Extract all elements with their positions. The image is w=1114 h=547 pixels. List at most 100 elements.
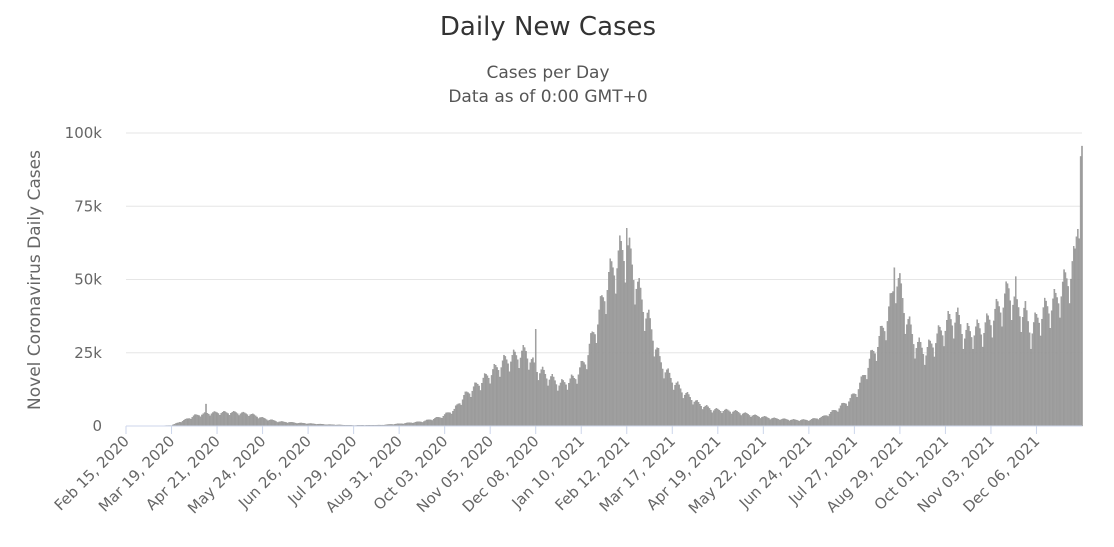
- daily-bar: [227, 413, 229, 427]
- daily-bar: [763, 416, 766, 427]
- daily-bar: [768, 418, 770, 427]
- daily-bar: [1049, 328, 1052, 427]
- daily-bar: [988, 319, 991, 427]
- daily-bar: [608, 272, 610, 427]
- daily-bar: [1038, 322, 1040, 427]
- daily-bar: [223, 411, 225, 427]
- y-axis-labels: 0 25k 50k 75k 100k: [65, 124, 103, 435]
- daily-bar: [638, 278, 640, 427]
- daily-bar: [643, 330, 646, 427]
- daily-bar: [1004, 293, 1006, 427]
- daily-bar: [987, 315, 989, 427]
- daily-bar: [423, 421, 425, 427]
- daily-bar: [234, 411, 236, 427]
- daily-bar: [739, 413, 741, 427]
- daily-bar: [474, 382, 476, 427]
- daily-bar: [970, 337, 973, 427]
- daily-bar: [479, 390, 482, 427]
- daily-bar: [784, 418, 787, 427]
- daily-bar: [717, 408, 719, 427]
- daily-bar: [271, 419, 273, 427]
- daily-bar: [492, 369, 494, 427]
- daily-bar: [707, 406, 709, 427]
- daily-bar: [780, 419, 783, 427]
- daily-bar: [792, 419, 795, 427]
- x-axis-ticks: [125, 426, 1037, 434]
- daily-bar: [964, 338, 966, 427]
- daily-bar: [1045, 300, 1047, 427]
- daily-bar: [195, 414, 198, 427]
- y-tick-label: 0: [92, 417, 102, 435]
- daily-bar: [914, 358, 916, 427]
- daily-bar: [975, 326, 977, 427]
- daily-bar: [1013, 296, 1016, 427]
- daily-bar: [263, 417, 265, 427]
- daily-bar: [1067, 286, 1069, 427]
- daily-bar: [1077, 229, 1079, 427]
- daily-bar: [213, 411, 216, 427]
- daily-bar: [955, 312, 958, 427]
- daily-bar: [1012, 304, 1014, 427]
- daily-bar: [769, 419, 771, 427]
- daily-bar: [910, 324, 912, 427]
- daily-bar: [559, 382, 562, 427]
- daily-bar: [696, 400, 698, 427]
- daily-bar: [613, 275, 616, 427]
- daily-bar: [230, 413, 232, 427]
- daily-bar: [704, 405, 707, 427]
- daily-bar: [183, 420, 185, 427]
- daily-bar: [744, 412, 747, 427]
- daily-bar: [1063, 269, 1065, 427]
- daily-bar: [722, 411, 725, 427]
- daily-bar: [518, 368, 520, 427]
- daily-bar: [740, 415, 742, 427]
- daily-bar: [932, 347, 934, 427]
- daily-bar: [281, 421, 283, 427]
- daily-bar: [504, 356, 507, 427]
- daily-bar: [852, 393, 854, 427]
- daily-bar: [219, 415, 221, 427]
- daily-bar: [609, 258, 611, 427]
- daily-bar: [1044, 297, 1046, 427]
- daily-bar: [872, 351, 875, 427]
- daily-bar: [693, 401, 696, 427]
- daily-bar: [997, 301, 999, 427]
- daily-bar: [663, 378, 665, 427]
- daily-bar: [770, 418, 773, 427]
- daily-bar: [944, 330, 947, 427]
- daily-bar: [199, 416, 202, 427]
- daily-bar: [786, 419, 788, 427]
- daily-bar: [511, 355, 513, 427]
- daily-bar: [654, 349, 657, 427]
- daily-bar: [667, 368, 669, 427]
- daily-bar: [526, 358, 529, 427]
- daily-bar: [646, 312, 649, 427]
- daily-bar: [690, 400, 693, 427]
- daily-bar: [592, 332, 595, 427]
- daily-bar: [188, 418, 191, 427]
- daily-bar: [1066, 278, 1068, 427]
- daily-bar: [1081, 145, 1083, 427]
- daily-bar: [992, 320, 995, 427]
- daily-bar: [652, 340, 654, 427]
- daily-bar: [995, 298, 998, 427]
- daily-bar: [206, 413, 209, 427]
- daily-bar: [437, 417, 439, 427]
- daily-bar: [901, 298, 904, 427]
- daily-bar: [808, 421, 810, 427]
- daily-bar: [776, 418, 778, 427]
- y-tick-label: 75k: [74, 197, 102, 215]
- daily-bar: [249, 414, 251, 427]
- daily-bar: [529, 362, 531, 427]
- daily-bar: [863, 375, 865, 427]
- daily-bar: [214, 411, 217, 427]
- daily-bar: [1017, 307, 1020, 427]
- daily-bar: [837, 411, 839, 427]
- daily-bar: [416, 421, 418, 427]
- daily-bar: [732, 411, 734, 427]
- daily-bar: [224, 411, 227, 427]
- daily-bar: [481, 383, 483, 427]
- daily-bar: [490, 375, 493, 427]
- daily-bar: [202, 413, 204, 427]
